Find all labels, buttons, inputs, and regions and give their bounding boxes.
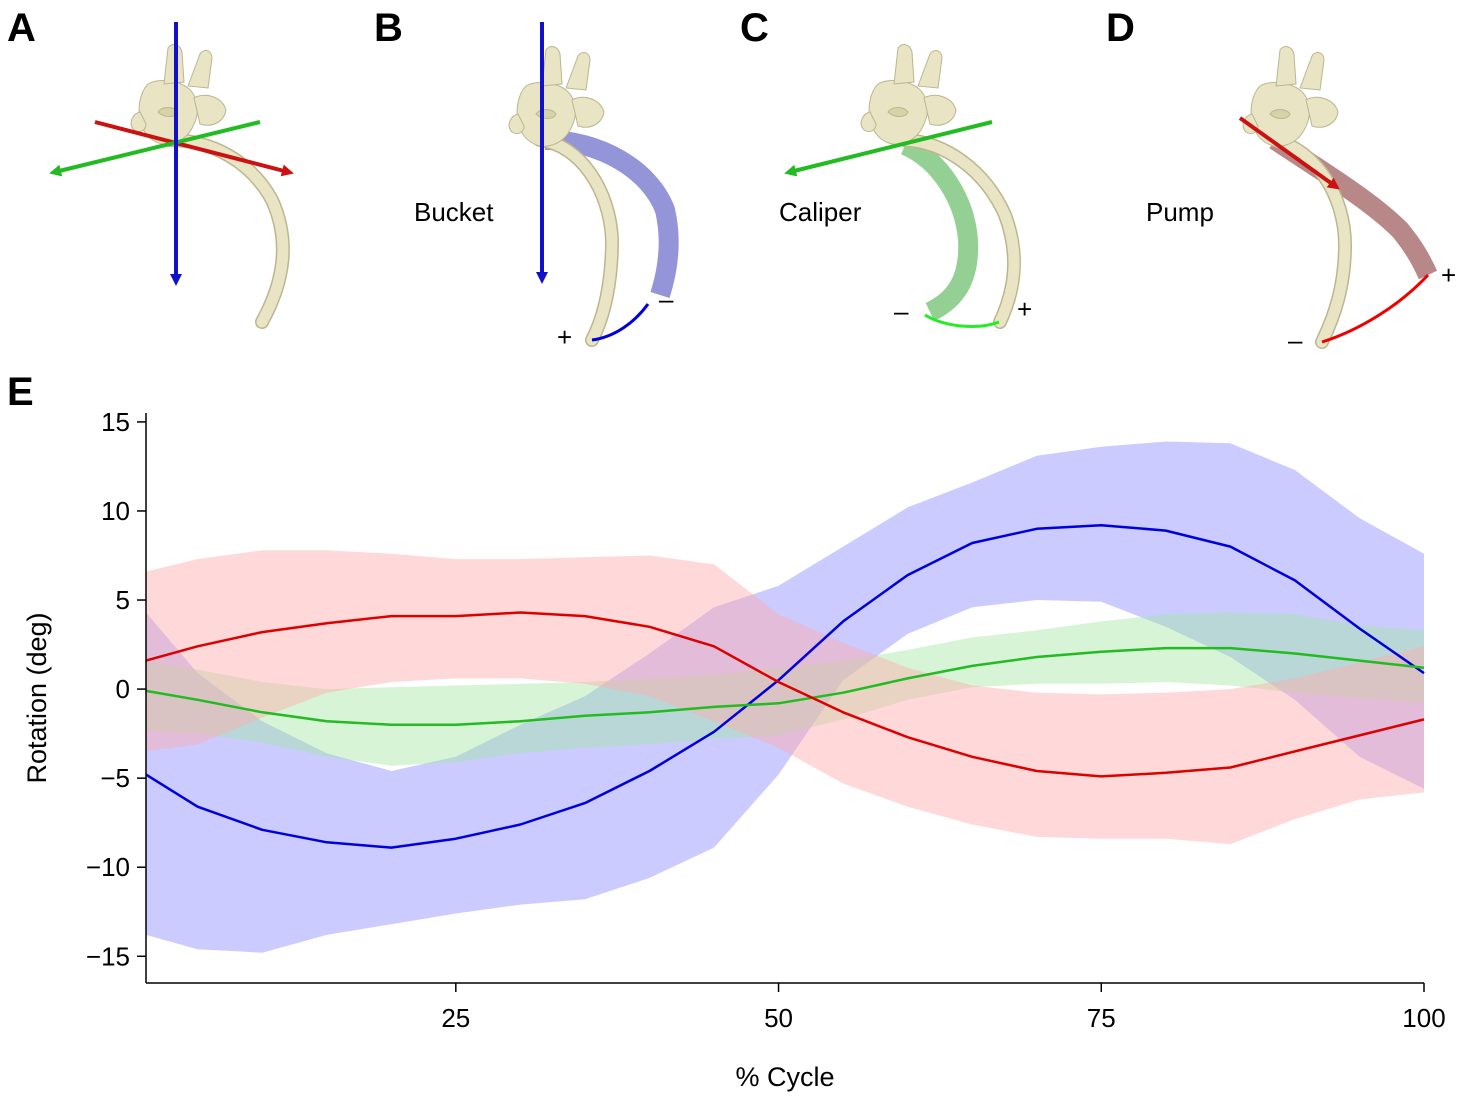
caliper-minus-sign: – [894, 296, 909, 326]
panel-letter-b: B [374, 6, 403, 50]
vertebra-shape [508, 46, 605, 147]
series-band-2 [146, 550, 1424, 845]
x-ticks: 25 50 75 100 [441, 983, 1446, 1033]
x-axis-label: % Cycle [735, 1062, 834, 1092]
series-band-0 [146, 441, 1424, 953]
axis-arrow-y [784, 120, 993, 177]
axis-arrow-x [94, 120, 294, 177]
y-tick-label: 15 [101, 407, 130, 437]
series-bands [146, 441, 1424, 953]
x-tick-label: 75 [1087, 1003, 1116, 1033]
x-tick-label: 50 [764, 1003, 793, 1033]
panel-letter-c: C [740, 6, 769, 50]
pump-arc [1321, 273, 1430, 344]
bucket-minus-sign: – [659, 284, 674, 314]
y-axis-label: Rotation (deg) [22, 612, 52, 783]
vertebra-shape [860, 44, 957, 145]
pump-mode-label: Pump [1146, 197, 1214, 227]
x-tick-label: 100 [1402, 1003, 1445, 1033]
caliper-swept-band [900, 135, 979, 322]
pump-plus-sign: + [1441, 260, 1456, 290]
panel-c-diagram [784, 44, 1021, 329]
y-ticks: 15 10 5 0 −5 −10 −15 [86, 407, 146, 971]
bucket-plus-sign: + [557, 322, 572, 352]
y-tick-label: −15 [86, 941, 130, 971]
axis-arrow-y [49, 120, 261, 177]
pump-minus-sign: – [1288, 325, 1303, 355]
series-lines [145, 523, 1425, 849]
panel-letter-a: A [7, 6, 36, 50]
panel-d-diagram [1238, 46, 1438, 349]
panel-b-diagram [508, 22, 679, 347]
axis-arrow-x [1238, 116, 1340, 190]
panel-letter-e: E [7, 370, 34, 414]
panel-a-diagram [49, 22, 294, 329]
bucket-swept-band [544, 130, 679, 299]
caliper-plus-sign: + [1017, 294, 1032, 324]
y-tick-label: 0 [116, 674, 130, 704]
y-tick-label: −5 [100, 763, 130, 793]
x-tick-label: 25 [441, 1003, 470, 1033]
bucket-arc [591, 303, 650, 342]
y-tick-label: 10 [101, 496, 130, 526]
y-tick-label: −10 [86, 852, 130, 882]
panel-letter-d: D [1106, 6, 1135, 50]
y-tick-label: 5 [116, 585, 130, 615]
caliper-mode-label: Caliper [779, 197, 862, 227]
caliper-arc [924, 313, 1000, 328]
vertebra-shape [130, 44, 227, 145]
bucket-mode-label: Bucket [414, 197, 494, 227]
